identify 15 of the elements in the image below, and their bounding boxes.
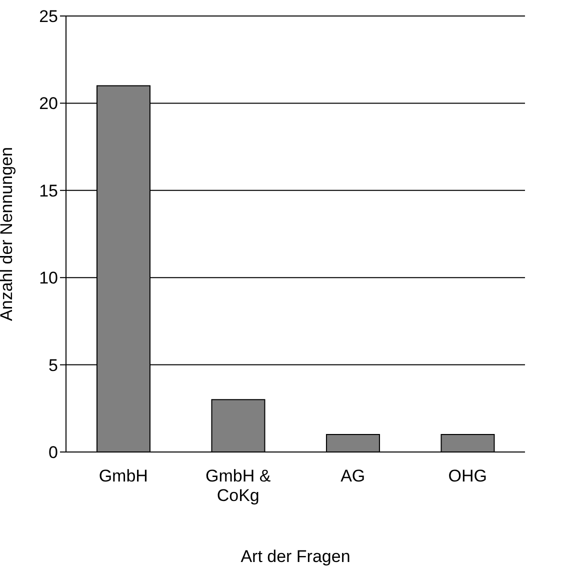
- bar: [211, 399, 266, 452]
- y-tick-label: 20: [39, 94, 58, 114]
- x-tick-label: AG: [340, 466, 366, 486]
- y-tick-label: 10: [39, 268, 58, 288]
- x-tick-label: GmbH & CoKg: [206, 466, 272, 506]
- x-axis-title: Art der Fragen: [240, 547, 350, 566]
- y-tick-label: 25: [39, 7, 58, 26]
- x-tick-label: OHG: [448, 466, 487, 486]
- bar: [440, 434, 495, 452]
- x-tick-label: GmbH: [98, 466, 148, 486]
- y-axis-title: Anzahl der Nennungen: [0, 147, 16, 321]
- y-tick-label: 0: [48, 443, 58, 462]
- y-tick-label: 15: [39, 181, 58, 200]
- y-tick-label: 5: [48, 356, 58, 375]
- bar: [326, 434, 380, 452]
